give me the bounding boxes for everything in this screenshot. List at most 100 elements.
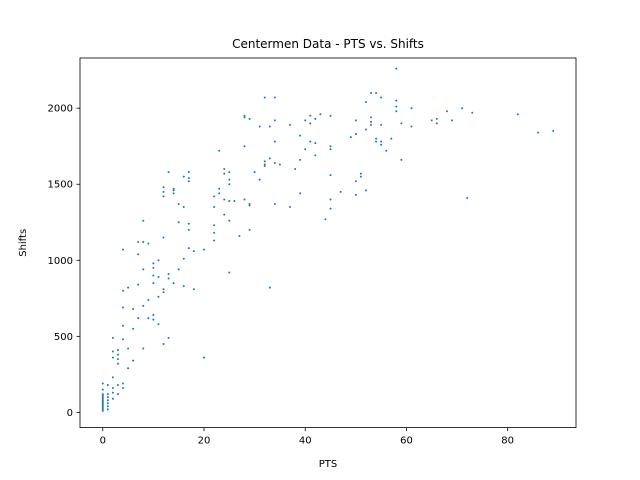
data-point (167, 336, 170, 339)
data-point (132, 307, 135, 310)
data-point (248, 117, 251, 120)
data-point (263, 160, 266, 163)
data-point (516, 113, 519, 116)
data-point (213, 239, 216, 242)
x-tick-label: 60 (400, 436, 413, 447)
data-point (395, 110, 398, 113)
data-point (157, 323, 160, 326)
data-point (142, 219, 145, 222)
data-point (268, 125, 271, 128)
data-point (537, 131, 540, 134)
y-axis-ticks: 0 500 1000 1500 2000 (48, 104, 80, 419)
data-point (157, 276, 160, 279)
data-point (218, 149, 221, 152)
data-point (354, 133, 357, 136)
data-point (273, 161, 276, 164)
data-point (147, 242, 150, 245)
data-point (182, 257, 185, 260)
data-point (354, 180, 357, 183)
data-point (339, 190, 342, 193)
data-point (187, 177, 190, 180)
data-point (142, 241, 145, 244)
data-point (101, 406, 104, 409)
data-point (122, 387, 125, 390)
data-point (101, 393, 104, 396)
data-point (162, 288, 165, 291)
data-point (289, 123, 292, 126)
data-point (552, 130, 555, 133)
data-point (349, 136, 352, 139)
x-tick-label: 40 (299, 436, 312, 447)
data-point (122, 289, 125, 292)
data-point (162, 186, 165, 189)
data-point (162, 342, 165, 345)
data-point (101, 388, 104, 391)
data-point (213, 231, 216, 234)
data-point (380, 143, 383, 146)
y-axis-label: Shifts (18, 229, 29, 257)
data-point (395, 67, 398, 70)
data-point (329, 198, 332, 201)
data-point (395, 105, 398, 108)
data-point (111, 356, 114, 359)
data-point (106, 408, 109, 411)
data-point (375, 137, 378, 140)
data-point (299, 158, 302, 161)
data-point (101, 397, 104, 400)
data-point (309, 140, 312, 143)
data-point (111, 397, 114, 400)
data-point (268, 157, 271, 160)
data-point (304, 148, 307, 151)
data-point (359, 175, 362, 178)
data-point (273, 96, 276, 99)
data-point (263, 96, 266, 99)
data-point (177, 221, 180, 224)
data-point (122, 306, 125, 309)
y-tick-label: 0 (67, 408, 73, 419)
data-point (182, 285, 185, 288)
data-point (187, 180, 190, 183)
data-point (364, 101, 367, 104)
data-point (187, 228, 190, 231)
data-point (101, 400, 104, 403)
y-tick-label: 500 (54, 332, 73, 343)
data-point (177, 268, 180, 271)
data-point (142, 268, 145, 271)
data-point (101, 394, 104, 397)
data-point (167, 171, 170, 174)
data-point (299, 134, 302, 137)
data-point (400, 158, 403, 161)
data-point (329, 148, 332, 151)
data-point (451, 119, 453, 122)
data-point (137, 317, 140, 320)
data-point (329, 145, 332, 148)
data-point (329, 207, 332, 210)
data-point (162, 236, 165, 239)
data-point (172, 282, 175, 285)
data-point (228, 199, 231, 202)
data-point (294, 168, 297, 171)
data-point (137, 241, 140, 244)
data-point (248, 204, 251, 207)
data-point (137, 253, 140, 256)
data-point (309, 114, 312, 117)
data-point (370, 120, 373, 123)
data-point (101, 382, 104, 385)
data-point (400, 122, 403, 125)
x-tick-label: 20 (198, 436, 211, 447)
data-point (243, 114, 246, 117)
data-point (111, 336, 114, 339)
data-point (324, 218, 327, 221)
data-point (289, 206, 292, 209)
data-point (228, 171, 231, 174)
data-point (106, 396, 109, 399)
data-point (263, 163, 266, 166)
data-point (203, 248, 205, 251)
data-point (101, 396, 104, 399)
data-point (132, 327, 135, 330)
data-point (167, 272, 170, 275)
data-point (370, 123, 373, 126)
data-point (152, 262, 155, 265)
data-point (142, 347, 145, 350)
